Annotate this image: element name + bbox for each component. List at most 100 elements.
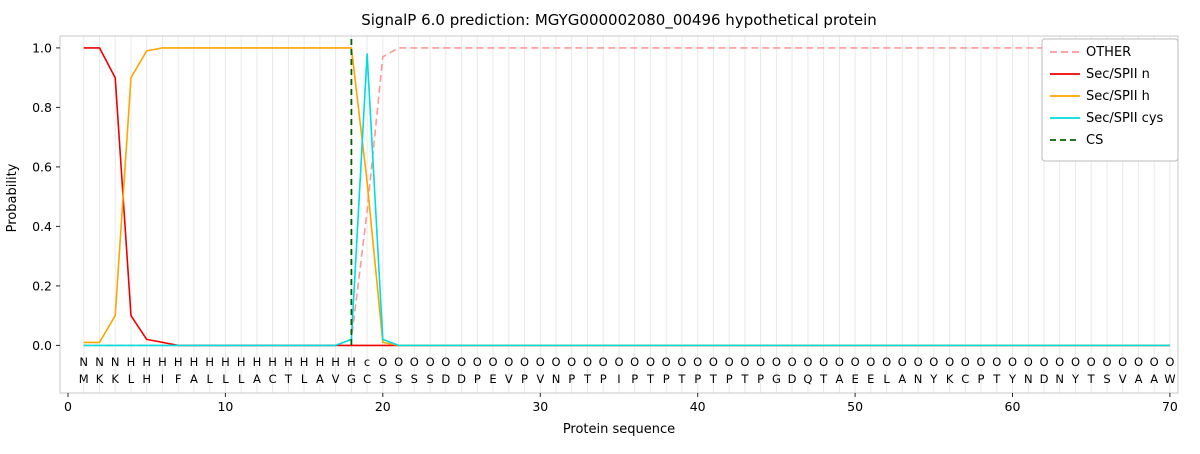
residue-type-label: H bbox=[190, 355, 199, 369]
residue-letter: T bbox=[709, 372, 718, 386]
residue-type-label: O bbox=[567, 355, 576, 369]
residue-letter: S bbox=[411, 372, 418, 386]
residue-letter: A bbox=[1135, 372, 1143, 386]
residue-letter: T bbox=[740, 372, 749, 386]
residue-letter: T bbox=[819, 372, 828, 386]
series-line-sec-spii-n bbox=[83, 47, 1170, 347]
y-tick-label: 0.2 bbox=[32, 278, 52, 293]
legend-label: Sec/SPII n bbox=[1086, 67, 1150, 82]
residue-letter: Q bbox=[803, 372, 812, 386]
residue-letter: D bbox=[1040, 372, 1049, 386]
residue-letter: P bbox=[600, 372, 607, 386]
residue-letter: S bbox=[1103, 372, 1110, 386]
residue-letter: T bbox=[1087, 372, 1096, 386]
residue-type-label: O bbox=[614, 355, 623, 369]
residue-letter: S bbox=[426, 372, 433, 386]
residue-type-label: O bbox=[945, 355, 954, 369]
residue-letter: C bbox=[363, 372, 371, 386]
legend-label: OTHER bbox=[1086, 45, 1131, 60]
residue-letter: P bbox=[978, 372, 985, 386]
residue-type-label: O bbox=[803, 355, 812, 369]
residue-type-label: c bbox=[364, 355, 370, 369]
legend-label: Sec/SPII cys bbox=[1086, 111, 1164, 126]
legend-label: CS bbox=[1086, 133, 1103, 148]
residue-type-label: N bbox=[79, 355, 88, 369]
residue-type-label: H bbox=[174, 355, 183, 369]
residue-type-label: O bbox=[740, 355, 749, 369]
x-tick-label: 30 bbox=[532, 399, 548, 414]
residue-letter: N bbox=[552, 372, 561, 386]
residue-letter: D bbox=[788, 372, 797, 386]
y-tick-label: 0.0 bbox=[32, 338, 52, 353]
residue-letter: E bbox=[851, 372, 858, 386]
residue-letter: G bbox=[347, 372, 356, 386]
residue-letter: A bbox=[1150, 372, 1158, 386]
residue-type-label: O bbox=[914, 355, 923, 369]
residue-letter: L bbox=[222, 372, 229, 386]
residue-type-label: O bbox=[394, 355, 403, 369]
residue-letter: T bbox=[677, 372, 686, 386]
residue-type-label: O bbox=[410, 355, 419, 369]
residue-type-label: O bbox=[819, 355, 828, 369]
residue-type-label: H bbox=[331, 355, 340, 369]
residue-letter: P bbox=[568, 372, 575, 386]
plot-border bbox=[59, 35, 1179, 394]
residue-letter: D bbox=[441, 372, 450, 386]
residue-type-label: O bbox=[504, 355, 513, 369]
residue-letter: P bbox=[474, 372, 481, 386]
residue-letter: S bbox=[395, 372, 402, 386]
residue-type-label: O bbox=[725, 355, 734, 369]
y-tick-label: 1.0 bbox=[32, 40, 52, 55]
legend-box bbox=[1041, 38, 1179, 162]
x-tick-label: 70 bbox=[1162, 399, 1178, 414]
y-tick-label: 0.4 bbox=[32, 219, 52, 234]
residue-type-label: O bbox=[1071, 355, 1080, 369]
residue-type-label: H bbox=[158, 355, 167, 369]
series-line-sec-spii-h bbox=[83, 47, 1170, 347]
residue-letter: D bbox=[457, 372, 466, 386]
residue-type-label: O bbox=[693, 355, 702, 369]
residue-letter: P bbox=[663, 372, 670, 386]
residue-type-label: H bbox=[237, 355, 246, 369]
residue-type-label: O bbox=[709, 355, 718, 369]
residue-letter: V bbox=[332, 372, 340, 386]
x-tick-label: 0 bbox=[64, 399, 72, 414]
residue-letter: W bbox=[1164, 372, 1175, 386]
residue-type-label: O bbox=[599, 355, 608, 369]
residue-type-label: O bbox=[898, 355, 907, 369]
residue-type-label: O bbox=[1087, 355, 1096, 369]
residue-type-label: O bbox=[976, 355, 985, 369]
residue-letter: T bbox=[583, 372, 592, 386]
x-tick-label: 20 bbox=[375, 399, 391, 414]
residue-type-label: O bbox=[1150, 355, 1159, 369]
residue-type-label: O bbox=[835, 355, 844, 369]
residue-letter: C bbox=[961, 372, 969, 386]
residue-type-label: O bbox=[1118, 355, 1127, 369]
residue-letter: K bbox=[946, 372, 954, 386]
residue-letter: A bbox=[253, 372, 261, 386]
residue-type-label: O bbox=[1165, 355, 1174, 369]
residue-type-label: O bbox=[1102, 355, 1111, 369]
residue-letter: N bbox=[1055, 372, 1064, 386]
x-axis-label: Protein sequence bbox=[563, 422, 675, 437]
residue-type-label: H bbox=[221, 355, 230, 369]
x-tick-label: 10 bbox=[217, 399, 233, 414]
y-tick-label: 0.8 bbox=[32, 100, 52, 115]
residue-type-label: H bbox=[300, 355, 309, 369]
residue-type-label: O bbox=[1024, 355, 1033, 369]
residue-letter: Y bbox=[1071, 372, 1080, 386]
residue-type-label: O bbox=[536, 355, 545, 369]
residue-letter: L bbox=[883, 372, 890, 386]
residue-type-label: N bbox=[111, 355, 120, 369]
residue-type-label: H bbox=[316, 355, 325, 369]
residue-letter: Y bbox=[929, 372, 938, 386]
residue-type-label: O bbox=[630, 355, 639, 369]
residue-letter: E bbox=[867, 372, 874, 386]
residue-letter: I bbox=[161, 372, 164, 386]
residue-type-label: O bbox=[1134, 355, 1143, 369]
residue-letter: V bbox=[536, 372, 544, 386]
grid-layer bbox=[83, 36, 1171, 393]
chart-title: SignalP 6.0 prediction: MGYG000002080_00… bbox=[361, 11, 877, 30]
residue-letter: A bbox=[316, 372, 324, 386]
